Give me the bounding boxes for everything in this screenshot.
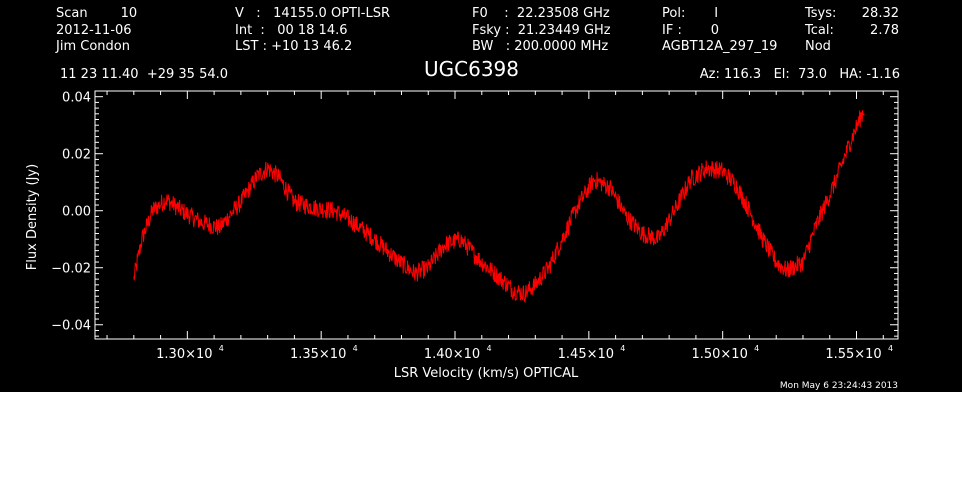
y-axis-label: Flux Density (Jy) (25, 164, 40, 270)
f0-label: F0 : 22.23508 GHz (472, 6, 610, 21)
x-tick-exponent: 4 (486, 344, 491, 353)
tcal-value: 2.78 (870, 23, 899, 38)
x-tick-label: 1.45×10 (558, 347, 614, 362)
spectrum-chart: 1.30×10 4 1.35×10 4 1.40×10 4 1.45×10 4 1.50×10 4… (25, 90, 899, 391)
x-tick-exponent: 4 (353, 344, 358, 353)
series-layer (133, 110, 865, 304)
axes-layer (94, 90, 899, 340)
velocity-label: V : 14155.0 OPTI-LSR (235, 6, 391, 21)
tsys-value: 28.32 (861, 6, 899, 21)
procedure-label: Nod (805, 39, 831, 54)
x-tick-exponent: 4 (219, 344, 224, 353)
series-line (133, 110, 865, 304)
x-tick-label: 1.30×10 (156, 347, 212, 362)
lst-label: LST : +10 13 46.2 (235, 39, 353, 54)
x-tick-label: 1.55×10 (825, 347, 881, 362)
timestamp-label: Mon May 6 23:24:43 2013 (780, 381, 898, 391)
ticks-layer (95, 91, 898, 339)
integration-label: Int : 00 18 14.6 (235, 23, 348, 38)
fsky-label: Fsky : 21.23449 GHz (472, 23, 611, 38)
observer-label: Jim Condon (56, 39, 130, 54)
source-coordinates: 11 23 11.40 +29 35 54.0 (60, 67, 229, 82)
if-label: IF : 0 (662, 23, 720, 38)
y-tick-label: 0.00 (62, 205, 91, 220)
bandwidth-label: BW : 200.0000 MHz (472, 39, 609, 54)
tsys-label: Tsys: (805, 6, 837, 21)
project-label: AGBT12A_297_19 (662, 39, 778, 54)
y-tick-label: 0.04 (62, 91, 91, 106)
x-axis-label: LSR Velocity (km/s) OPTICAL (394, 366, 579, 381)
tick-labels: 1.30×10 4 1.35×10 4 1.40×10 4 1.45×10 4 1.50×10 4… (51, 91, 893, 362)
y-tick-label: 0.02 (62, 148, 91, 163)
y-tick-label: −0.04 (51, 319, 91, 334)
polarization-label: Pol: I (662, 6, 719, 21)
x-tick-exponent: 4 (754, 344, 759, 353)
x-tick-label: 1.50×10 (691, 347, 747, 362)
scan-label: Scan 10 (56, 6, 138, 21)
x-tick-exponent: 4 (888, 344, 893, 353)
x-tick-label: 1.35×10 (290, 347, 346, 362)
date-label: 2012-11-06 (56, 23, 132, 38)
y-tick-label: −0.02 (51, 262, 91, 277)
plot-frame (94, 90, 899, 340)
pointing-info: Az: 116.3 El: 73.0 HA: -1.16 (699, 67, 900, 82)
x-tick-exponent: 4 (620, 344, 625, 353)
tcal-label: Tcal: (805, 23, 834, 38)
source-title: UGC6398 (424, 57, 519, 81)
plot-panel (0, 0, 962, 392)
x-tick-label: 1.40×10 (424, 347, 480, 362)
